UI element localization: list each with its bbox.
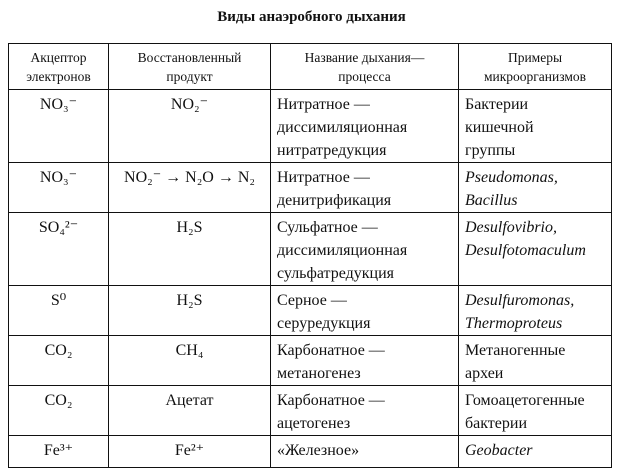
- table-row: Fe³⁺ Fe²⁺ «Железное» Geobacter: [8, 435, 612, 468]
- header-acceptor: Акцептор электронов: [8, 43, 109, 90]
- header-examples: Примеры микроорганизмов: [458, 43, 612, 90]
- product-cell: NO₂⁻: [108, 89, 271, 163]
- examples-cell: Desulfovibrio, Desulfotomaculum: [458, 212, 612, 286]
- acceptor-cell: NO₃⁻: [8, 89, 109, 163]
- product-cell: Ацетат: [108, 385, 271, 436]
- examples-cell: Гомоацетогенные бактерии: [458, 385, 612, 436]
- respiration-name-cell: Нитратное — диссимиляционная нитратредук…: [270, 89, 459, 163]
- product-cell: H₂S: [108, 212, 271, 286]
- table-title: Виды анаэробного дыхания: [217, 9, 406, 25]
- examples-cell: Метаногенные археи: [458, 335, 612, 386]
- examples-cell: Pseudomonas, Bacillus: [458, 162, 612, 213]
- product-cell: CH₄: [108, 335, 271, 386]
- product-cell: H₂S: [108, 285, 271, 336]
- acceptor-cell: Fe³⁺: [8, 435, 109, 468]
- respiration-name-cell: «Железное»: [270, 435, 459, 468]
- respiration-name-cell: Сульфатное — диссимиляционная сульфатред…: [270, 212, 459, 286]
- table-row: CO₂ Ацетат Карбонатное — ацетогенез Гомоаце…: [8, 385, 612, 436]
- acceptor-cell: NO₃⁻: [8, 162, 109, 213]
- product-cell: NO₂⁻ → N₂O → N₂: [108, 162, 271, 213]
- acceptor-cell: CO₂: [8, 335, 109, 386]
- respiration-name-cell: Карбонатное — метаногенез: [270, 335, 459, 386]
- acceptor-cell: CO₂: [8, 385, 109, 436]
- table-row: S⁰ H₂S Серное — серуредукция Desulfuromonas…: [8, 285, 612, 336]
- table-row: SO₄²⁻ H₂S Сульфатное — диссимиляционная су…: [8, 212, 612, 286]
- examples-cell: Desulfuromonas, Thermoproteus: [458, 285, 612, 336]
- examples-cell: Geobacter: [458, 435, 612, 468]
- respiration-name-cell: Серное — серуредукция: [270, 285, 459, 336]
- header-product: Восстановленный продукт: [108, 43, 271, 90]
- examples-cell: Бактерии кишечной группы: [458, 89, 612, 163]
- header-row: Акцептор электронов Восстановленный прод…: [8, 43, 612, 90]
- header-name: Название дыхания— процесса: [270, 43, 459, 90]
- product-cell: Fe²⁺: [108, 435, 271, 468]
- table-row: CO₂ CH₄ Карбонатное — метаногенез Метаноген…: [8, 335, 612, 386]
- anaerobic-respiration-table: Акцептор электронов Восстановленный прод…: [8, 43, 612, 468]
- table-row: NO₃⁻ NO₂⁻ Нитратное — диссимиляционная нит…: [8, 89, 612, 163]
- respiration-name-cell: Карбонатное — ацетогенез: [270, 385, 459, 436]
- respiration-name-cell: Нитратное — денитрификация: [270, 162, 459, 213]
- acceptor-cell: S⁰: [8, 285, 109, 336]
- acceptor-cell: SO₄²⁻: [8, 212, 109, 286]
- table-row: NO₃⁻ NO₂⁻ → N₂O → N₂ Нитратное — денитрифи…: [8, 162, 612, 213]
